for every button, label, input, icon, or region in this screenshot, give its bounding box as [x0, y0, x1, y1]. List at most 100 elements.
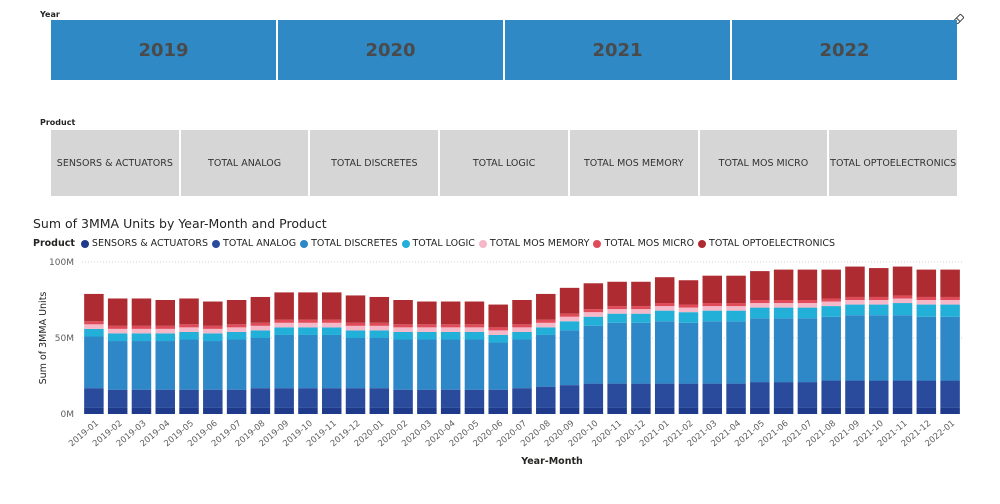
bar-segment	[179, 407, 199, 414]
bar-segment	[916, 296, 937, 300]
bar-segment	[631, 313, 651, 323]
bar-segment	[845, 315, 865, 381]
legend-label: TOTAL DISCRETES	[311, 238, 398, 249]
bar-segment	[869, 304, 889, 316]
bar-segment	[179, 324, 199, 328]
bar-segment	[488, 342, 508, 390]
bar-segment	[559, 316, 580, 322]
bar-segment	[845, 407, 865, 414]
bar-segment	[892, 266, 913, 296]
bar-segment	[869, 380, 889, 408]
bar-segment	[179, 327, 199, 332]
legend-label: TOTAL OPTOELECTRONICS	[709, 238, 836, 249]
legend-label: TOTAL MOS MEMORY	[489, 238, 590, 249]
bar-segment	[678, 322, 699, 384]
bar-segment	[393, 331, 413, 340]
product-tile-total-discretes[interactable]: TOTAL DISCRETES	[310, 130, 441, 196]
product-tile-total-mos-memory[interactable]: TOTAL MOS MEMORY	[569, 130, 700, 196]
product-tile-total-analog[interactable]: TOTAL ANALOG	[180, 130, 311, 196]
year-tile-2021[interactable]: 2021	[505, 20, 732, 80]
legend-item-total-analog[interactable]: TOTAL ANALOG	[212, 238, 296, 249]
bar-segment	[726, 310, 746, 322]
bar-segment	[250, 407, 271, 414]
bar-segment	[274, 322, 294, 328]
bar-segment	[750, 307, 770, 319]
bar-segment	[726, 303, 746, 307]
bar-segment	[726, 275, 746, 304]
chart-title: Sum of 3MMA Units by Year-Month and Prod…	[33, 216, 327, 231]
bar-segment	[845, 380, 865, 408]
bar-segment	[440, 331, 461, 340]
bar-segment	[321, 292, 342, 320]
bar-segment	[203, 328, 223, 334]
bar-segment	[464, 324, 485, 328]
legend-dot	[80, 239, 89, 248]
bar-segment	[155, 325, 175, 329]
bar-segment	[654, 306, 675, 311]
product-tile-sensors-actuators[interactable]: SENSORS & ACTUATORS	[51, 130, 181, 196]
legend-item-total-discretes[interactable]: TOTAL DISCRETES	[300, 238, 398, 249]
bar-segment	[488, 304, 508, 328]
bar-segment	[583, 407, 604, 414]
legend-item-total-logic[interactable]: TOTAL LOGIC	[401, 238, 475, 249]
bar-segment	[726, 306, 746, 311]
bar-segment	[464, 301, 485, 325]
bar-segment	[797, 382, 818, 408]
bar-segment	[155, 341, 175, 390]
bar-segment	[916, 304, 937, 317]
product-tile-total-logic[interactable]: TOTAL LOGIC	[440, 130, 570, 196]
legend-item-total-mos-memory[interactable]: TOTAL MOS MEMORY	[478, 238, 590, 249]
bar-segment	[417, 339, 437, 390]
bar-segment	[821, 316, 841, 381]
legend-dot	[593, 239, 602, 248]
bar-segment	[607, 313, 627, 323]
chart-legend: Product SENSORS & ACTUATORS TOTAL ANALOG…	[33, 238, 839, 249]
bar-segment	[607, 306, 627, 310]
bar-segment	[131, 407, 152, 414]
bar-segment	[488, 330, 508, 335]
product-tile-total-optoelectronics[interactable]: TOTAL OPTOELECTRONICS	[829, 130, 958, 196]
bar-segment	[726, 407, 746, 414]
bar-segment	[203, 333, 223, 342]
bar-segment	[203, 301, 223, 326]
bar-segment	[107, 298, 128, 326]
legend-item-sensors-actuators[interactable]: SENSORS & ACTUATORS	[80, 238, 208, 249]
bar-segment	[155, 328, 175, 334]
bar-segment	[321, 388, 342, 408]
legend-label: TOTAL ANALOG	[223, 238, 297, 249]
bar-segment	[131, 341, 152, 390]
bar-segment	[84, 388, 104, 408]
bar-segment	[203, 389, 223, 408]
bar-segment	[607, 309, 627, 314]
bar-segment	[226, 407, 247, 414]
bar-segment	[393, 339, 413, 390]
year-tile-2022[interactable]: 2022	[732, 20, 957, 80]
legend-item-total-optoelectronics[interactable]: TOTAL OPTOELECTRONICS	[698, 238, 835, 249]
bar-segment	[726, 383, 746, 408]
bar-segment	[583, 325, 604, 384]
bar-segment	[250, 296, 271, 323]
year-tile-2019[interactable]: 2019	[51, 20, 278, 80]
year-tile-2020[interactable]: 2020	[278, 20, 505, 80]
bar-segment	[702, 303, 723, 307]
bar-segment	[654, 310, 675, 322]
bar-segment	[512, 339, 532, 389]
bar-segment	[274, 407, 294, 414]
bar-segment	[512, 300, 532, 325]
bar-segment	[536, 386, 556, 408]
bar-segment	[393, 327, 413, 332]
bar-segment	[298, 407, 318, 414]
legend-dot	[478, 239, 487, 248]
bar-segment	[916, 380, 937, 408]
bar-segment	[84, 293, 104, 322]
bar-segment	[345, 338, 366, 389]
bar-segment	[702, 275, 723, 304]
bar-segment	[417, 324, 437, 328]
bar-segment	[821, 298, 841, 302]
bar-segment	[84, 328, 104, 337]
legend-item-total-mos-micro[interactable]: TOTAL MOS MICRO	[593, 238, 694, 249]
product-tile-total-mos-micro[interactable]: TOTAL MOS MICRO	[699, 130, 830, 196]
bar-segment	[203, 325, 223, 329]
bar-segment	[750, 303, 770, 308]
legend-label: TOTAL LOGIC	[412, 238, 475, 249]
